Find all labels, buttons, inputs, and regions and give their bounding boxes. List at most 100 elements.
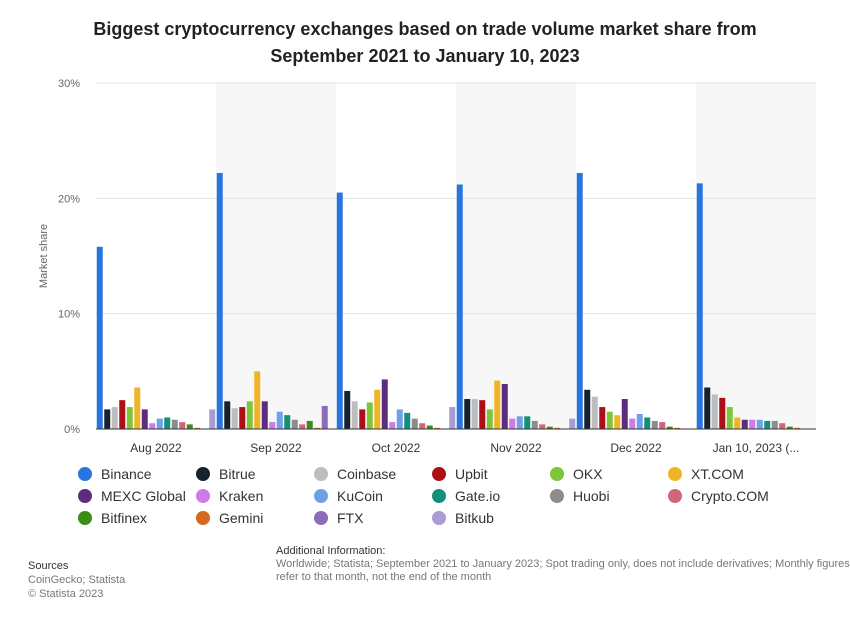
bar-coinbase: [591, 396, 598, 429]
bar-binance: [456, 184, 463, 429]
legend-marker: [196, 488, 210, 503]
bar-huobi: [531, 420, 538, 429]
legend-label: Bitrue: [219, 465, 256, 482]
legend-item[interactable]: OKX: [550, 464, 668, 483]
legend-marker: [550, 466, 564, 481]
additional-info-heading: Additional Information:: [276, 545, 386, 557]
legend-marker: [432, 510, 446, 525]
bar-kucoin: [396, 409, 403, 429]
sources-line: CoinGecko; Statista: [28, 574, 126, 586]
legend-item[interactable]: Gate.io: [432, 486, 550, 505]
x-tick-label: Oct 2022: [372, 441, 421, 455]
bar-crypto-com: [299, 424, 306, 429]
legend-label: Bitkub: [455, 509, 494, 526]
bar-gemini: [434, 427, 441, 429]
bar-binance: [336, 192, 343, 429]
legend-label: Bitfinex: [101, 509, 147, 526]
bar-kraken: [749, 419, 756, 429]
legend-label: Binance: [101, 465, 152, 482]
bar-bitfinex: [306, 420, 313, 429]
legend-label: Crypto.COM: [691, 487, 769, 504]
legend-marker: [314, 466, 328, 481]
bar-upbit: [239, 407, 246, 429]
bar-kraken: [509, 418, 516, 429]
bar-mexc-global: [141, 409, 148, 429]
bar-okx: [486, 409, 493, 429]
bar-bitfinex: [426, 425, 433, 429]
legend-item[interactable]: Crypto.COM: [668, 486, 786, 505]
legend-marker: [196, 466, 210, 481]
legend-item[interactable]: Huobi: [550, 486, 668, 505]
legend-marker: [432, 488, 446, 503]
legend-item[interactable]: Kraken: [196, 486, 314, 505]
bar-upbit: [119, 400, 126, 429]
bar-huobi: [651, 420, 658, 429]
legend-marker: [432, 466, 446, 481]
bar-xt-com: [614, 415, 621, 429]
legend-label: Kraken: [219, 487, 264, 504]
chart-legend: Binance Bitrue Coinbase Upbit OKX XT.COM MEXC …: [78, 464, 838, 527]
legend-item[interactable]: FTX: [314, 508, 432, 527]
bar-bitkub: [449, 407, 456, 429]
legend-item[interactable]: Coinbase: [314, 464, 432, 483]
bar-huobi: [291, 419, 298, 429]
y-tick-label: 20%: [58, 193, 80, 205]
bar-okx: [126, 407, 133, 429]
bar-gate-io: [164, 417, 171, 429]
bar-gate-io: [404, 412, 411, 429]
bar-upbit: [599, 407, 606, 429]
legend-label: KuCoin: [337, 487, 383, 504]
x-tick-label: Sep 2022: [250, 441, 302, 455]
y-tick-label: 0%: [64, 424, 80, 436]
bar-xt-com: [734, 417, 741, 429]
bar-crypto-com: [419, 423, 426, 429]
bar-gate-io: [644, 417, 651, 429]
bar-ftx: [321, 405, 328, 429]
bar-gemini: [674, 427, 681, 429]
legend-label: Huobi: [573, 487, 610, 504]
legend-marker: [78, 510, 92, 525]
bar-mexc-global: [261, 401, 268, 429]
bar-binance: [696, 183, 703, 429]
additional-info-block: Additional Information: Worldwide; Stati…: [276, 545, 850, 584]
legend-item[interactable]: MEXC Global: [78, 486, 196, 505]
bar-mexc-global: [621, 399, 628, 429]
bar-kucoin: [156, 418, 163, 429]
legend-item[interactable]: Bitkub: [432, 508, 550, 527]
legend-item[interactable]: Upbit: [432, 464, 550, 483]
bar-gemini: [194, 427, 201, 429]
legend-item[interactable]: Bitfinex: [78, 508, 196, 527]
sources-block: Sources CoinGecko; Statista © Statista 2…: [28, 559, 125, 601]
legend-label: XT.COM: [691, 465, 744, 482]
legend-marker: [314, 488, 328, 503]
bar-xt-com: [134, 387, 141, 429]
bar-crypto-com: [179, 422, 186, 429]
bar-huobi: [171, 419, 178, 429]
x-tick-label: Dec 2022: [610, 441, 662, 455]
bar-coinbase: [471, 399, 478, 429]
legend-item[interactable]: KuCoin: [314, 486, 432, 505]
legend-label: MEXC Global: [101, 487, 186, 504]
bar-bitkub: [569, 418, 576, 429]
bar-crypto-com: [779, 423, 786, 429]
legend-item[interactable]: Bitrue: [196, 464, 314, 483]
bar-crypto-com: [539, 424, 546, 429]
legend-item[interactable]: Gemini: [196, 508, 314, 527]
legend-label: Coinbase: [337, 465, 397, 482]
legend-item[interactable]: XT.COM: [668, 464, 786, 483]
bar-bitrue: [704, 387, 711, 429]
bar-mexc-global: [381, 379, 388, 429]
bar-xt-com: [254, 371, 261, 429]
x-tick-label: Nov 2022: [490, 441, 542, 455]
bar-kucoin: [636, 414, 643, 429]
bar-upbit: [359, 409, 366, 429]
bar-kucoin: [276, 411, 283, 429]
legend-marker: [668, 488, 682, 503]
legend-item[interactable]: Binance: [78, 464, 196, 483]
legend-marker: [668, 466, 682, 481]
legend-label: FTX: [337, 509, 364, 526]
additional-info-text: Worldwide; Statista; September 2021 to J…: [276, 558, 850, 583]
bar-binance: [216, 172, 223, 429]
legend-marker: [196, 510, 210, 525]
bar-okx: [606, 411, 613, 429]
